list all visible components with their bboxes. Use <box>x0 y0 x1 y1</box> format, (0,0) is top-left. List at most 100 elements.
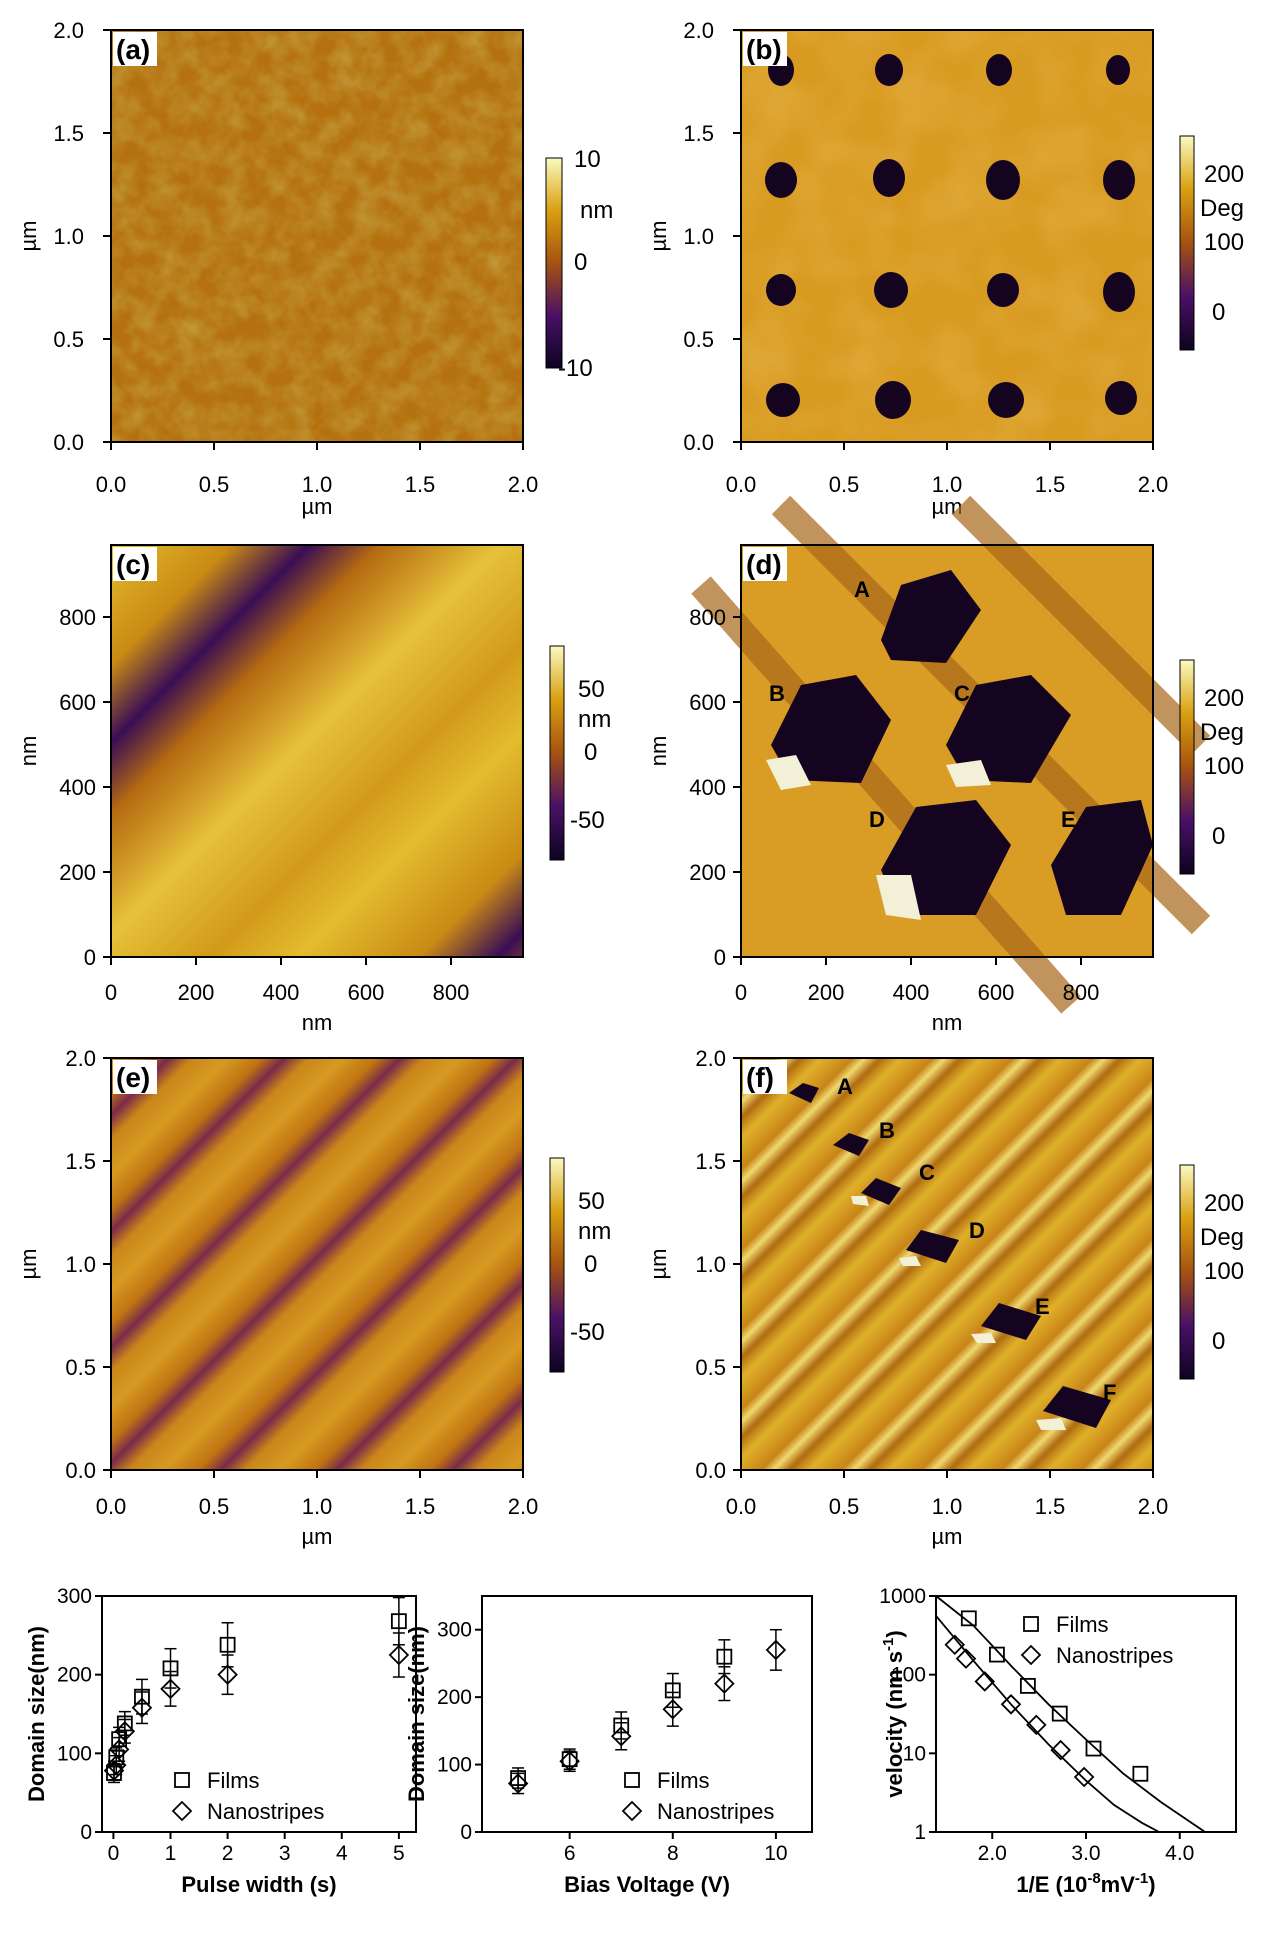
svg-text:0.0: 0.0 <box>53 430 84 455</box>
svg-text:800: 800 <box>1063 980 1100 1005</box>
y-tick-label: 300 <box>437 1619 472 1642</box>
svg-text:A: A <box>837 1074 853 1099</box>
y-tick-label: 1 <box>914 1821 926 1844</box>
data-point-nanostripes <box>105 1754 127 1776</box>
svg-text:1.0: 1.0 <box>302 1494 333 1519</box>
svg-text:µm: µm <box>646 220 671 251</box>
legend-marker-nanostripes <box>1020 1644 1042 1666</box>
svg-text:600: 600 <box>978 980 1015 1005</box>
svg-text:Deg: Deg <box>1200 195 1244 222</box>
y-tick-label: 200 <box>437 1686 472 1709</box>
data-point-nanostripes <box>955 1648 977 1669</box>
svg-text:(e): (e) <box>116 1062 150 1093</box>
svg-text:1.5: 1.5 <box>695 1149 726 1174</box>
data-point-nanostripes <box>114 1721 136 1742</box>
svg-text:0.5: 0.5 <box>65 1355 96 1380</box>
svg-text:-10: -10 <box>558 355 593 382</box>
svg-text:1.0: 1.0 <box>695 1252 726 1277</box>
svg-text:1.5: 1.5 <box>683 121 714 146</box>
legend-label: Nanostripes <box>207 1799 324 1824</box>
panel-c-axes: nm nm 0 200 400 600 800 0 200 400 600 800 <box>16 605 469 1035</box>
svg-text:2.0: 2.0 <box>695 1046 726 1071</box>
panel-e-colorbar: 50 nm 0 -50 <box>549 1157 611 1373</box>
panel-b-axes: µm µm 0.0 0.5 1.0 1.5 2.0 0.00.51.01.52.0 <box>646 18 1168 519</box>
svg-text:2.0: 2.0 <box>1138 472 1169 497</box>
svg-text:0: 0 <box>714 945 726 970</box>
svg-text:200: 200 <box>1204 161 1244 188</box>
data-point-films <box>960 1610 977 1627</box>
panel-a-label: (a) <box>116 34 150 65</box>
svg-text:nm: nm <box>16 736 41 767</box>
svg-text:0.0: 0.0 <box>96 1494 127 1519</box>
svg-text:F: F <box>1103 1380 1116 1405</box>
x-tick-label: 4 <box>336 1842 348 1865</box>
y-tick-label: 100 <box>437 1754 472 1777</box>
fit-curve <box>935 1595 1206 1833</box>
data-point-nanostripes <box>765 1639 787 1661</box>
legend-marker-films <box>1023 1616 1039 1632</box>
svg-text:100: 100 <box>1204 1258 1244 1285</box>
svg-text:200: 200 <box>178 980 215 1005</box>
svg-text:1.5: 1.5 <box>405 472 436 497</box>
y-tick-label: 1000 <box>879 1585 926 1608</box>
svg-text:400: 400 <box>263 980 300 1005</box>
svg-text:200: 200 <box>59 860 96 885</box>
svg-text:0.5: 0.5 <box>53 327 84 352</box>
panel-d-colorbar: 200 Deg 100 0 <box>1179 659 1244 875</box>
svg-text:200: 200 <box>689 860 726 885</box>
svg-text:200: 200 <box>1204 1190 1244 1217</box>
y-tick-label: 0 <box>460 1821 472 1844</box>
svg-text:nm: nm <box>302 1010 333 1035</box>
svg-text:800: 800 <box>689 605 726 630</box>
y-axis-label: velocity (nm s-1) <box>880 1630 907 1797</box>
svg-text:0.5: 0.5 <box>199 1494 230 1519</box>
svg-text:-50: -50 <box>570 807 605 834</box>
svg-text:nm: nm <box>578 1218 611 1245</box>
svg-text:200: 200 <box>808 980 845 1005</box>
svg-text:0.0: 0.0 <box>726 472 757 497</box>
panel-a: (a) <box>110 29 524 443</box>
x-tick-label: 2 <box>222 1842 234 1865</box>
svg-text:0.0: 0.0 <box>726 1494 757 1519</box>
svg-text:µm: µm <box>301 1524 332 1549</box>
panel-f-axes: µm µm 0.0 0.5 1.0 1.5 2.0 0.0 0.5 1.0 1.5 2.0 <box>646 1046 1168 1549</box>
svg-text:D: D <box>969 1218 985 1243</box>
svg-text:0: 0 <box>1212 1328 1225 1355</box>
legend-marker-films <box>624 1772 640 1788</box>
svg-text:B: B <box>769 681 785 706</box>
panel-c: (c) <box>110 544 524 958</box>
y-tick-label: 200 <box>57 1664 92 1687</box>
panel-e-image <box>111 1058 523 1470</box>
legend-label: Films <box>657 1768 710 1793</box>
svg-text:600: 600 <box>59 690 96 715</box>
panel-d-domains <box>766 570 1153 920</box>
data-point-nanostripes <box>944 1634 966 1656</box>
svg-text:Deg: Deg <box>1200 1224 1244 1251</box>
panel-f: (f) A B C D E F <box>740 1057 1154 1471</box>
svg-text:0.5: 0.5 <box>829 472 860 497</box>
svg-text:nm: nm <box>932 1010 963 1035</box>
data-point-films <box>1085 1740 1102 1757</box>
data-point-films <box>1051 1705 1068 1722</box>
svg-text:1.5: 1.5 <box>53 121 84 146</box>
svg-text:0.5: 0.5 <box>683 327 714 352</box>
svg-text:400: 400 <box>689 775 726 800</box>
svg-text:600: 600 <box>689 690 726 715</box>
data-point-films <box>989 1646 1005 1663</box>
panel-a-yticks: 0.0 0.5 1.0 1.5 2.0 <box>53 18 84 455</box>
svg-text:0.5: 0.5 <box>829 1494 860 1519</box>
panel-b-label: (b) <box>746 34 782 65</box>
data-point-nanostripes <box>160 1678 181 1700</box>
data-point-films <box>219 1636 236 1653</box>
y-axis-label: Domain size(nm) <box>404 1626 429 1802</box>
svg-text:0: 0 <box>1212 823 1225 850</box>
svg-text:1.5: 1.5 <box>1035 472 1066 497</box>
svg-text:600: 600 <box>348 980 385 1005</box>
svg-text:0.0: 0.0 <box>695 1458 726 1483</box>
svg-text:0.0: 0.0 <box>65 1458 96 1483</box>
svg-text:50: 50 <box>578 1188 605 1215</box>
svg-text:2.0: 2.0 <box>683 18 714 43</box>
data-point-films <box>716 1648 733 1665</box>
panel-b: (b) <box>740 29 1154 443</box>
